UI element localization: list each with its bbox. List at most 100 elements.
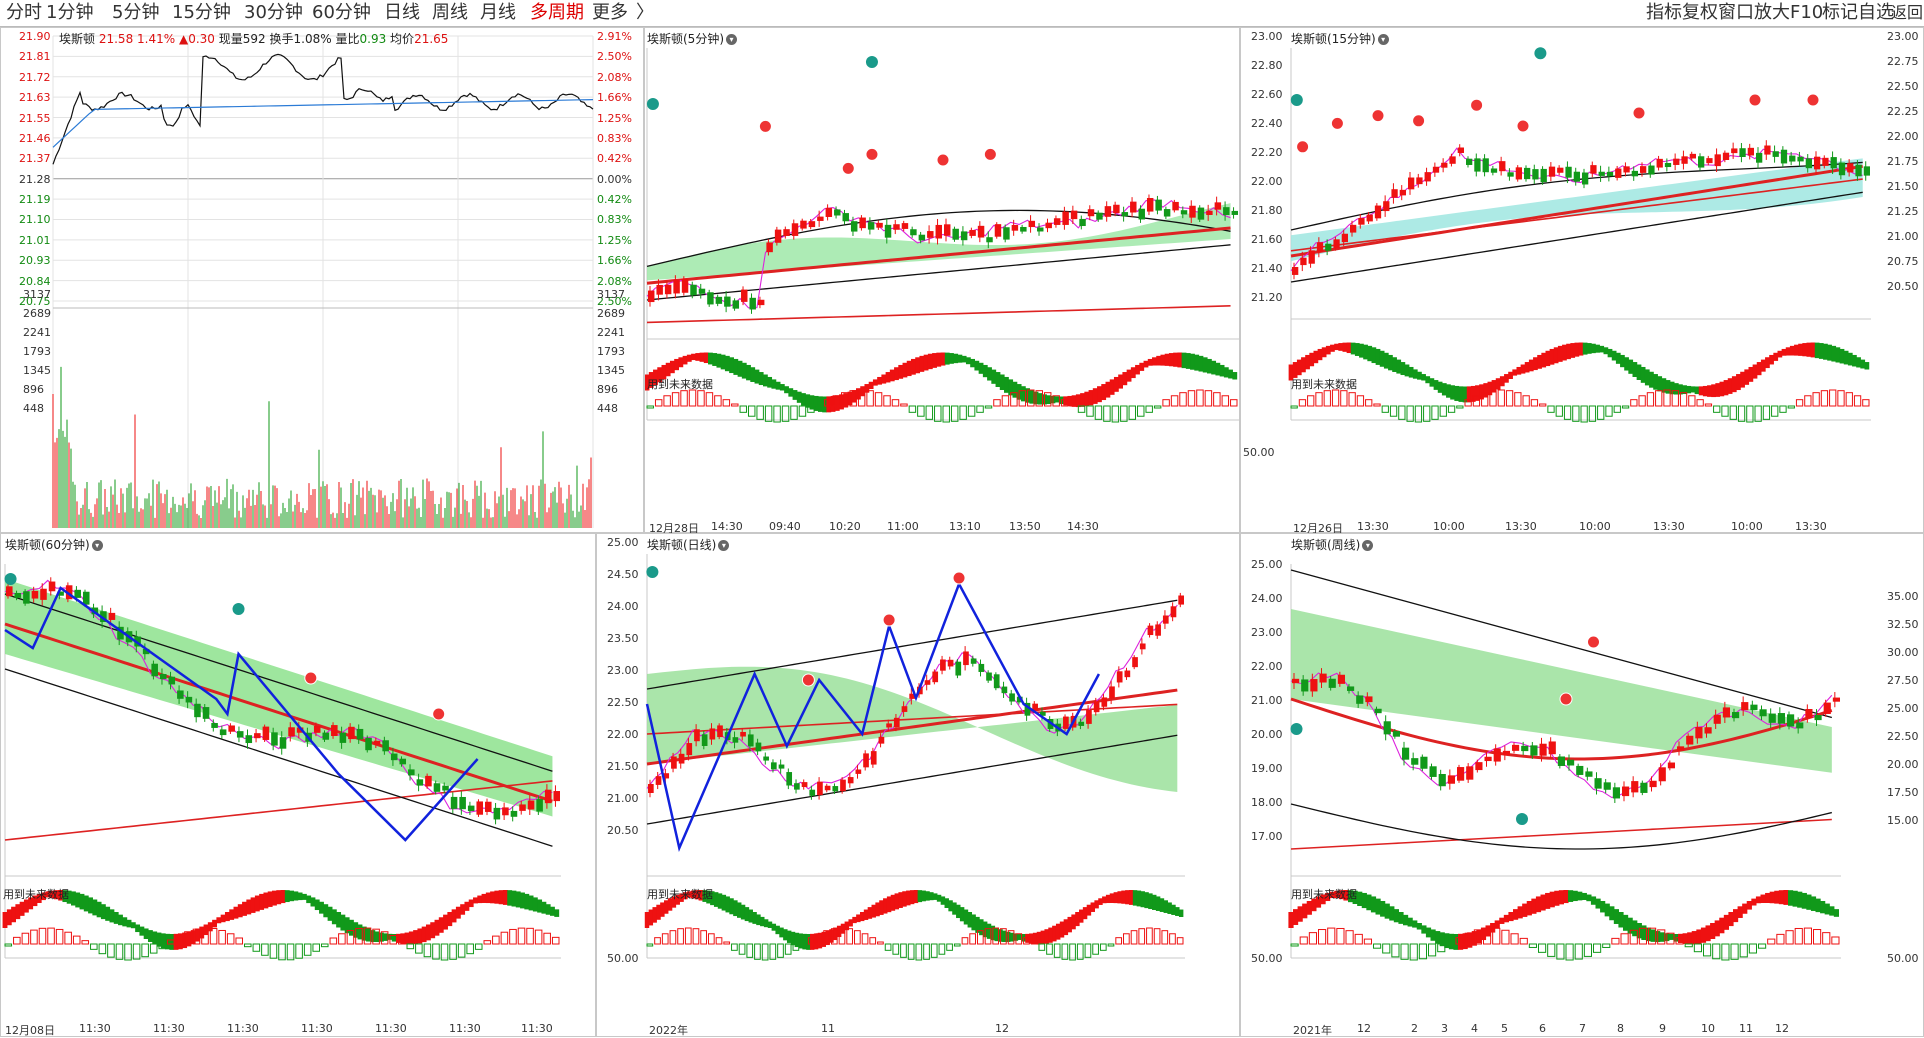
panel-5min[interactable]: 埃斯顿(5分钟) ▾ 用到未来数据 12月28日 14:30 09:40 10:20 11… [644, 27, 1240, 535]
panel-60min[interactable]: 埃斯顿(60分钟) ▾ 用到未来数据 12月08日 11:30 11:30 11:30 1… [0, 533, 596, 1037]
candle-body [1823, 702, 1831, 714]
price-tick: 21.50 [607, 760, 639, 773]
candle-body [1438, 774, 1446, 787]
tab-30min[interactable]: 30分钟 [244, 2, 303, 23]
candle-body [867, 222, 875, 230]
histogram-bar [457, 943, 466, 958]
candle-body [766, 242, 773, 253]
long-ma-line [1290, 818, 1832, 850]
chevron-down-icon[interactable]: ▾ [726, 34, 737, 45]
chevron-down-icon[interactable]: ▾ [91, 540, 103, 551]
tab-1min[interactable]: 1分钟 [46, 2, 94, 23]
histogram-bar [1785, 930, 1794, 945]
tab-more[interactable]: 更多 [592, 2, 628, 23]
tool-watchlist[interactable]: 自选 [1858, 2, 1894, 23]
histogram-bar [1137, 405, 1145, 417]
buy-signal-icon [801, 673, 815, 687]
histogram-bar [1522, 395, 1530, 407]
tool-back[interactable]: 返回 [1891, 3, 1924, 22]
tab-60min[interactable]: 60分钟 [312, 2, 371, 23]
histogram-bar [1822, 932, 1831, 945]
panel-title-week: 埃斯顿(周线) ▾ [1291, 536, 1374, 553]
candle-body [1009, 693, 1015, 702]
candle-body [1086, 710, 1092, 724]
time-tick: 4 [1471, 1022, 1478, 1035]
tool-zoom[interactable]: 放大 [1754, 2, 1790, 23]
histogram-bar [1138, 928, 1146, 945]
histogram-bar [1439, 405, 1447, 417]
histogram-bar [1754, 405, 1762, 422]
tab-5min[interactable]: 5分钟 [112, 2, 160, 23]
candle-body [1301, 679, 1309, 692]
histogram-bar [792, 943, 800, 951]
title-text-60min: 埃斯顿(60分钟) [5, 538, 90, 552]
candle-body [1713, 714, 1721, 724]
candle-body [1548, 741, 1556, 755]
tool-f10[interactable]: F10 [1790, 2, 1824, 23]
histogram-bar [1176, 937, 1184, 945]
candle-body [749, 297, 756, 310]
histogram-bar [1027, 389, 1035, 407]
tab-15min[interactable]: 15分钟 [172, 2, 231, 23]
tool-mark[interactable]: 标记 [1822, 2, 1858, 23]
price-tick: 23.50 [607, 632, 639, 645]
histogram-bar [201, 927, 209, 945]
panel-15min[interactable]: 埃斯顿(15分钟) ▾ 用到未来数据 23.00 22.80 22.60 22.40 22… [1240, 27, 1924, 535]
tool-restore-rights[interactable]: 复权 [1682, 2, 1718, 23]
candle-body [6, 586, 13, 597]
price-tick: 21.90 [19, 30, 51, 43]
tab-fenshi[interactable]: 分时 [6, 2, 42, 23]
chevron-down-icon[interactable]: ▾ [1377, 34, 1389, 45]
candle-body [786, 772, 793, 786]
histogram-bar [784, 943, 792, 955]
candle-body [544, 789, 552, 804]
histogram-bar [1684, 943, 1693, 948]
histogram-bar [731, 403, 739, 407]
candle-body [1590, 165, 1597, 174]
intraday-panel[interactable]: 埃斯顿 21.58 1.41% ▲0.30 现量592 换手1.08% 量比0.… [0, 27, 644, 533]
tool-window[interactable]: 窗口 [1718, 2, 1754, 23]
chevron-down-icon[interactable]: ▾ [718, 540, 730, 551]
histogram-bar [1767, 938, 1776, 945]
candle-body [1457, 147, 1464, 153]
tab-multi-period[interactable]: 多周期 [530, 2, 584, 23]
candle-body [1109, 686, 1115, 699]
candle-body [1585, 771, 1593, 777]
time-tick: 11 [821, 1022, 835, 1035]
panel-day[interactable]: 埃斯顿(日线) ▾ 用到未来数据 25.00 24.50 24.00 23.50 23.0… [596, 533, 1240, 1037]
candle-body [1079, 218, 1086, 227]
histogram-bar [1230, 399, 1238, 407]
histogram-bar [1069, 403, 1077, 407]
histogram-bar [1455, 937, 1464, 945]
candle-body [1664, 162, 1672, 168]
more-arrow-icon[interactable]: 〉 [636, 2, 654, 23]
candle-body [884, 224, 892, 238]
turnover-label: 换手 [269, 32, 294, 46]
chevron-down-icon[interactable]: ▾ [1362, 540, 1374, 551]
candle-body [1162, 615, 1169, 624]
ma-line [4, 622, 553, 803]
candle-body [947, 659, 954, 667]
candle-body [382, 740, 389, 752]
ma-line [646, 688, 1178, 766]
histogram-bar [1153, 405, 1162, 409]
time-tick: 13:30 [1795, 520, 1827, 533]
tab-day[interactable]: 日线 [384, 2, 420, 23]
panel-week[interactable]: 埃斯顿(周线) ▾ 用到未来数据 25.00 24.00 23.00 22.00 21.0… [1240, 533, 1924, 1037]
candle-body [1772, 151, 1779, 157]
candle-body [31, 590, 39, 599]
tool-indicator[interactable]: 指标 [1646, 2, 1682, 23]
histogram-bar [355, 927, 363, 945]
candle-body [1677, 746, 1685, 751]
tab-week[interactable]: 周线 [432, 2, 468, 23]
histogram-bar [815, 405, 824, 409]
candle-body [339, 732, 347, 743]
histogram-bar [830, 928, 838, 945]
candle-body [1739, 148, 1746, 158]
tab-month[interactable]: 月线 [480, 2, 516, 23]
histogram-bar [1077, 405, 1086, 413]
histogram-bar [1030, 941, 1038, 945]
price-tick: 21.80 [1251, 204, 1283, 217]
candle-body [1855, 164, 1862, 177]
candle-body [536, 799, 543, 812]
